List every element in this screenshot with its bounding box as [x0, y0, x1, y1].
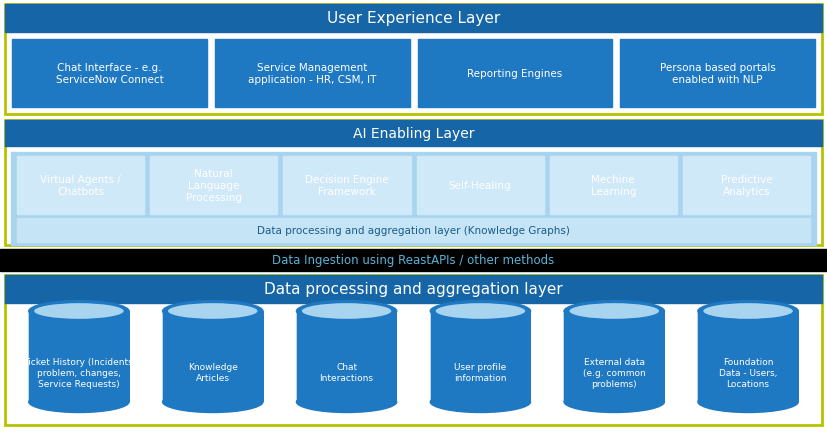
Ellipse shape — [429, 391, 531, 413]
Ellipse shape — [28, 391, 130, 413]
Ellipse shape — [34, 303, 124, 319]
Bar — [5, 275, 822, 303]
Bar — [418, 40, 612, 108]
Bar — [296, 311, 398, 402]
Ellipse shape — [162, 300, 264, 322]
Bar — [0, 250, 827, 271]
Bar — [550, 157, 676, 214]
Bar — [215, 40, 409, 108]
Text: Data Ingestion using ReastAPIs / other methods: Data Ingestion using ReastAPIs / other m… — [272, 254, 555, 267]
Ellipse shape — [429, 300, 531, 322]
Ellipse shape — [302, 303, 391, 319]
Text: Foundation
Data - Users,
Locations: Foundation Data - Users, Locations — [719, 357, 777, 388]
Text: Service Management
application - HR, CSM, IT: Service Management application - HR, CSM… — [248, 62, 376, 85]
Text: Persona based portals
enabled with NLP: Persona based portals enabled with NLP — [660, 62, 776, 85]
Text: External data
(e.g. common
problems): External data (e.g. common problems) — [583, 357, 646, 388]
Bar — [11, 153, 816, 246]
Text: Natural
Language
Processing: Natural Language Processing — [186, 168, 241, 203]
Bar — [284, 157, 410, 214]
Text: Data processing and aggregation layer: Data processing and aggregation layer — [264, 282, 563, 297]
Bar — [417, 157, 543, 214]
Ellipse shape — [563, 391, 665, 413]
Text: Self-Healing: Self-Healing — [449, 181, 511, 191]
Bar — [5, 121, 822, 147]
Bar — [151, 157, 277, 214]
Ellipse shape — [162, 391, 264, 413]
Bar — [5, 5, 822, 33]
Bar — [5, 121, 822, 246]
Bar — [5, 5, 822, 115]
Bar — [17, 157, 144, 214]
Text: User Experience Layer: User Experience Layer — [327, 11, 500, 26]
Ellipse shape — [28, 300, 130, 322]
Text: Virtual Agents /
Chatbots: Virtual Agents / Chatbots — [41, 174, 121, 197]
Ellipse shape — [296, 300, 398, 322]
Ellipse shape — [436, 303, 525, 319]
Bar — [17, 218, 810, 243]
Bar — [429, 311, 531, 402]
Ellipse shape — [563, 300, 665, 322]
Text: Mechine
Learning: Mechine Learning — [590, 174, 636, 197]
Ellipse shape — [296, 391, 398, 413]
Bar — [683, 157, 810, 214]
Ellipse shape — [570, 303, 659, 319]
Text: AI Enabling Layer: AI Enabling Layer — [353, 127, 474, 141]
Bar — [5, 275, 822, 425]
Bar — [563, 311, 665, 402]
Text: User profile
information: User profile information — [454, 362, 507, 382]
Ellipse shape — [697, 300, 799, 322]
Ellipse shape — [697, 391, 799, 413]
Ellipse shape — [168, 303, 257, 319]
Text: Knowledge
Articles: Knowledge Articles — [188, 362, 237, 382]
Bar — [697, 311, 799, 402]
Text: Decision Engine
Framework: Decision Engine Framework — [305, 174, 389, 197]
Bar — [162, 311, 264, 402]
Ellipse shape — [703, 303, 793, 319]
Text: Reporting Engines: Reporting Engines — [467, 69, 562, 79]
Text: Ticket History (Incidents,
problem, changes,
Service Requests): Ticket History (Incidents, problem, chan… — [22, 357, 135, 388]
Text: Chat Interface - e.g.
ServiceNow Connect: Chat Interface - e.g. ServiceNow Connect — [55, 62, 163, 85]
Bar — [28, 311, 130, 402]
Bar — [12, 40, 207, 108]
Bar — [620, 40, 815, 108]
Text: Data processing and aggregation layer (Knowledge Graphs): Data processing and aggregation layer (K… — [257, 226, 570, 236]
Text: Predictive
Analytics: Predictive Analytics — [720, 174, 772, 197]
Text: Chat
Interactions: Chat Interactions — [319, 362, 374, 382]
